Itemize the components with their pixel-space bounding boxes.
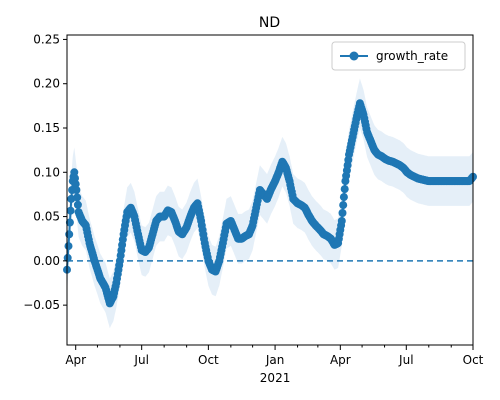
data-point — [340, 185, 349, 194]
legend-label: growth_rate — [376, 49, 448, 63]
confidence-band-layer — [67, 78, 473, 329]
data-point — [73, 193, 82, 202]
data-point — [64, 242, 73, 251]
data-point — [339, 193, 348, 202]
y-tick-label: 0.20 — [33, 77, 60, 91]
data-point — [63, 253, 72, 262]
data-point — [73, 200, 82, 209]
data-point — [338, 209, 347, 217]
data-point — [70, 168, 79, 177]
data-point — [65, 218, 74, 227]
legend-box — [331, 41, 466, 71]
plot-frame — [66, 34, 474, 346]
confidence-band — [67, 78, 473, 329]
legend: growth_rate — [331, 41, 466, 71]
x-tick-label: Jul — [133, 353, 148, 367]
data-point — [65, 230, 74, 239]
x-tick-label: Apr — [65, 353, 86, 367]
chart-title: ND — [259, 15, 280, 31]
y-tick-label: 0.10 — [33, 165, 60, 179]
data-point — [339, 201, 348, 210]
axes-layer: −0.05 0.00 0.05 0.10 0.15 0.20 0.25 Apr Jul Oct Ja… — [23, 32, 483, 385]
x-tick-label: Jul — [398, 353, 413, 367]
x-tick-label: Oct — [463, 353, 484, 367]
data-point — [66, 206, 75, 215]
y-tick-label: −0.05 — [23, 298, 60, 312]
data-point — [71, 174, 79, 183]
y-tick-label: 0.25 — [33, 32, 60, 46]
x-tick-label: Apr — [330, 353, 351, 367]
data-point — [337, 217, 346, 225]
y-tick-label: 0.15 — [33, 121, 60, 135]
x-tick-label: Jan — [265, 353, 285, 367]
series-layer — [63, 99, 477, 308]
data-point — [72, 186, 81, 194]
x-year-label: 2021 — [260, 371, 291, 385]
y-tick-label: 0.05 — [33, 210, 60, 224]
data-point — [71, 180, 80, 189]
x-tick-label: Oct — [198, 353, 219, 367]
y-tick-label: 0.00 — [33, 254, 60, 268]
legend-marker-swatch — [349, 51, 359, 61]
